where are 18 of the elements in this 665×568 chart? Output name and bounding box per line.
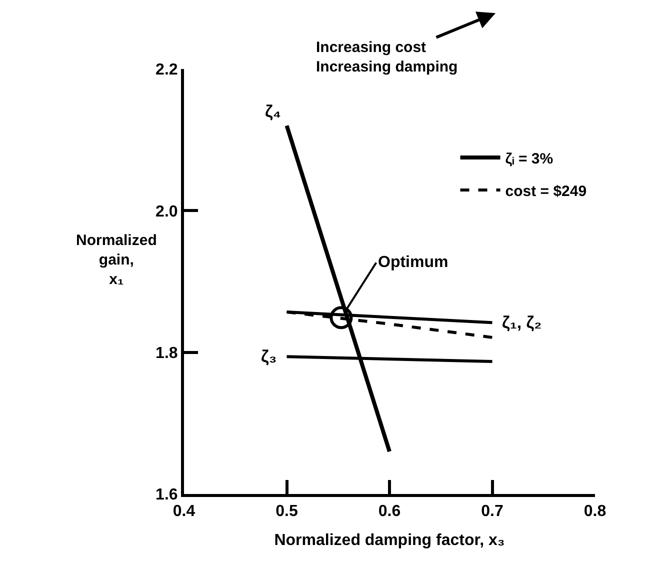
x-tick-label: 0.6 — [378, 503, 401, 520]
annotation: ζ₄ — [265, 102, 281, 121]
y-tick-label: 1.6 — [156, 486, 178, 504]
x-tick-label: 0.5 — [276, 503, 298, 520]
x-axis-title: Normalized damping factor, x₃ — [274, 532, 505, 549]
y-tick-label: 2.0 — [156, 203, 178, 220]
annotation: ζ₃ — [261, 347, 277, 366]
annotation: Optimum — [378, 254, 448, 271]
y-tick-label: 2.2 — [156, 62, 178, 79]
x-tick-label: 0.4 — [172, 503, 196, 520]
legend-label: ζᵢ = 3% — [505, 150, 554, 168]
y-tick-label: 1.8 — [156, 344, 178, 362]
annotation: ζ₁, ζ₂ — [502, 313, 542, 332]
legend-label: cost = $249 — [505, 182, 587, 200]
x-tick-label: 0.8 — [584, 503, 606, 520]
y-axis-title: Normalized gain, x₁ — [76, 232, 157, 288]
x-tick-label: 0.7 — [481, 503, 504, 520]
annotation: Increasing cost Increasing damping — [316, 39, 458, 76]
